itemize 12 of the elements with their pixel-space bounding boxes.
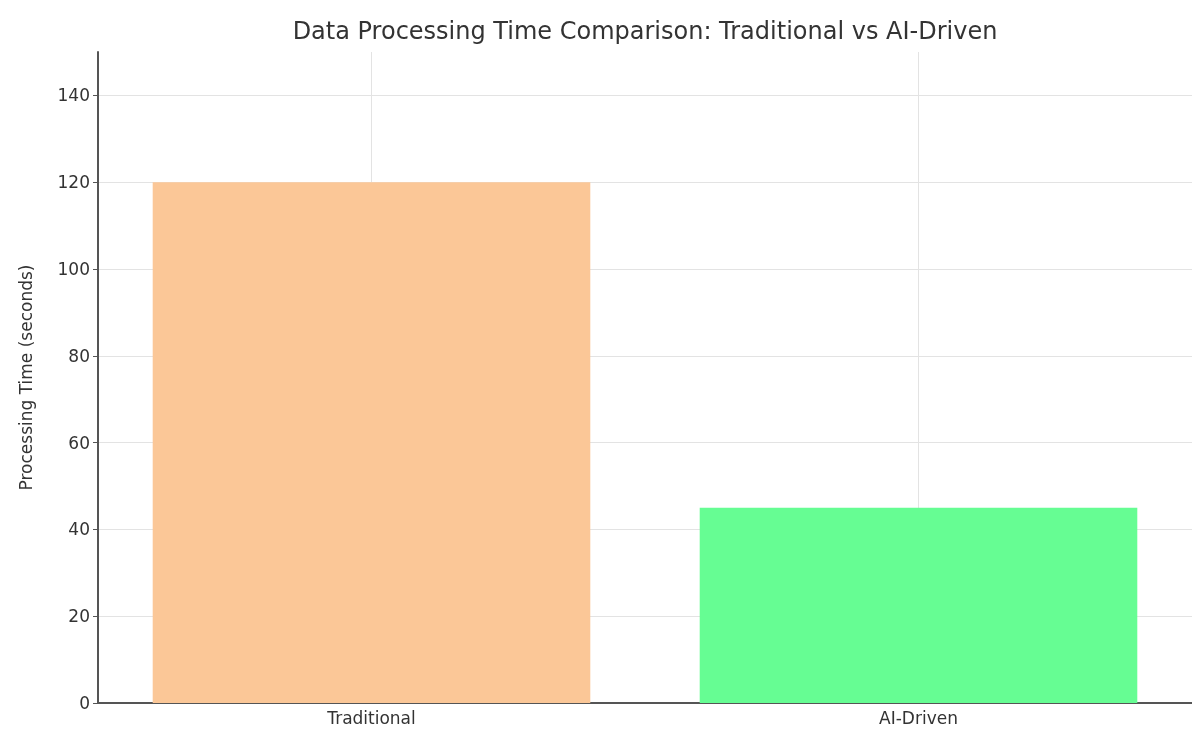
y-tick-label: 140 xyxy=(57,85,90,106)
y-tick-label: 100 xyxy=(57,259,90,279)
y-tick-label: 40 xyxy=(68,519,90,540)
x-tick-label: Traditional xyxy=(326,707,416,728)
y-axis-title: Processing Time (seconds) xyxy=(15,264,36,491)
y-tick-label: 0 xyxy=(79,693,90,713)
x-tick-label: AI-Driven xyxy=(879,707,958,728)
y-tick-label: 120 xyxy=(57,172,90,193)
chart-title: Data Processing Time Comparison: Traditional vs AI-Driven xyxy=(292,17,998,45)
y-tick-label: 60 xyxy=(68,432,90,453)
y-tick-label: 80 xyxy=(68,345,90,366)
y-tick-label: 20 xyxy=(68,606,90,627)
